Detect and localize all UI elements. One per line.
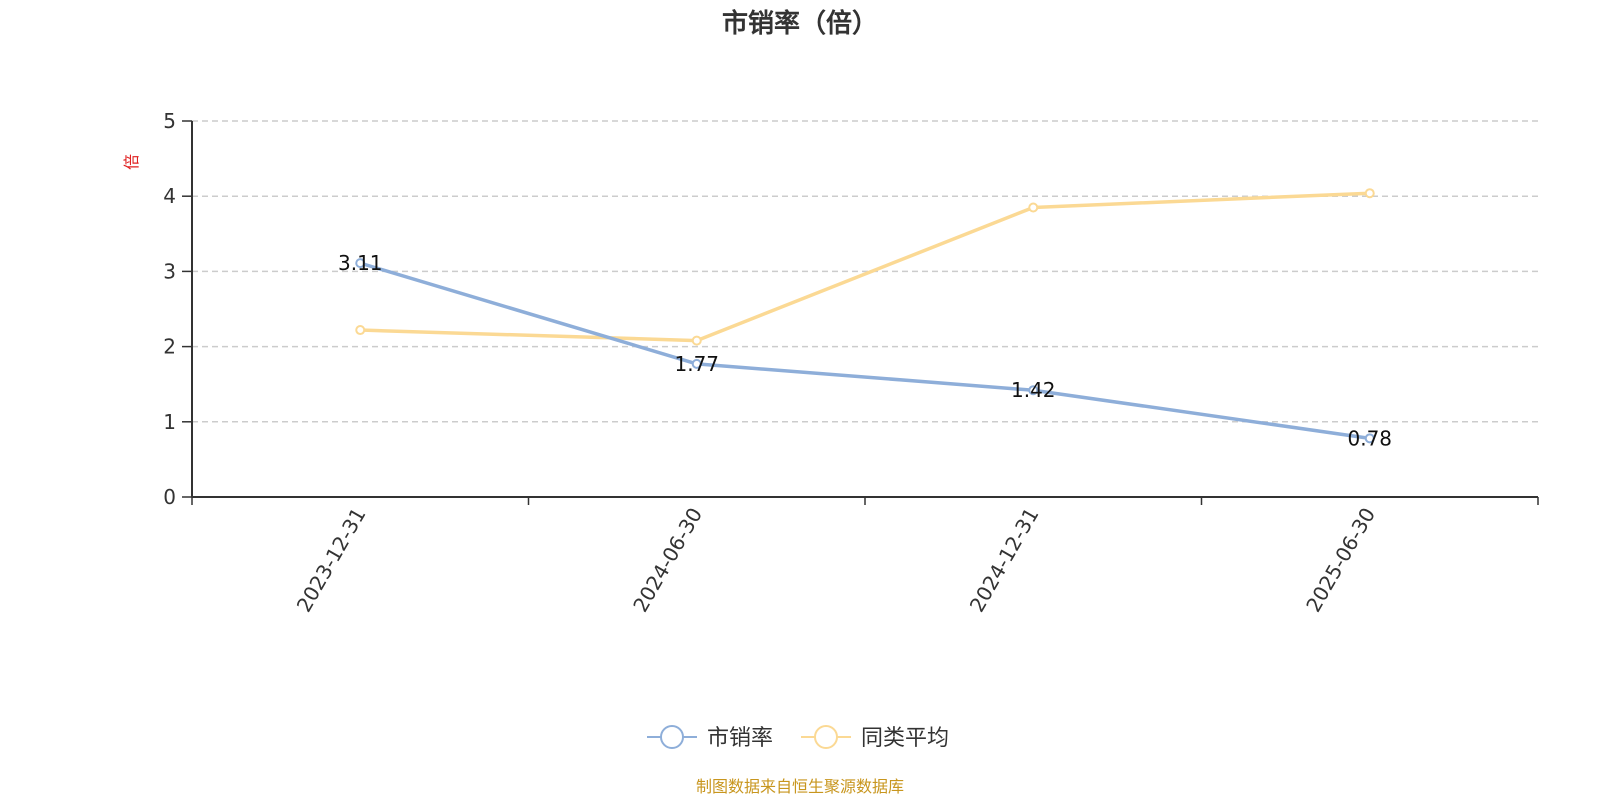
legend-marker [814,725,838,749]
data-label: 1.77 [674,352,719,376]
y-tick-label: 1 [163,410,176,434]
y-tick-label: 0 [163,485,176,509]
data-point [691,358,702,369]
legend[interactable]: 市销率 同类平均 [647,725,949,751]
data-label: 3.11 [338,251,383,275]
legend-label: 同类平均 [861,726,949,751]
y-tick-label: 2 [163,335,176,359]
y-axis-unit-label: 倍 [122,154,141,170]
axes: 0 1 2 3 4 5 2023-12-31 2024-06-30 2024-12-31 2025… [163,109,1539,617]
data-point [1028,202,1039,213]
y-tick-label: 4 [163,184,176,208]
data-label: 1.42 [1011,378,1056,402]
legend-label: 市销率 [707,726,773,751]
data-point [691,335,702,346]
data-point [1028,385,1039,396]
x-tick-label: 2023-12-31 [292,504,371,617]
data-point [355,258,366,269]
source-note: 制图数据来自恒生聚源数据库 [696,777,904,796]
y-tick-label: 3 [163,259,176,283]
series-line [360,191,1370,343]
data-point [1364,188,1375,199]
x-tick-label: 2024-12-31 [965,504,1044,617]
series-line [359,261,1370,441]
y-tick-label: 5 [163,109,176,133]
series-layer [355,188,1375,444]
data-point [355,325,366,336]
chart-title: 市销率（倍） [722,8,878,39]
x-tick-label: 2024-06-30 [628,504,707,617]
data-label: 0.78 [1347,426,1392,450]
legend-item[interactable]: 同类平均 [801,725,949,751]
legend-item[interactable]: 市销率 [647,725,773,751]
data-labels: 3.11 1.77 1.42 0.78 [338,251,1392,450]
data-point [1364,433,1375,444]
legend-marker [660,725,684,749]
x-tick-label: 2025-06-30 [1301,504,1380,617]
